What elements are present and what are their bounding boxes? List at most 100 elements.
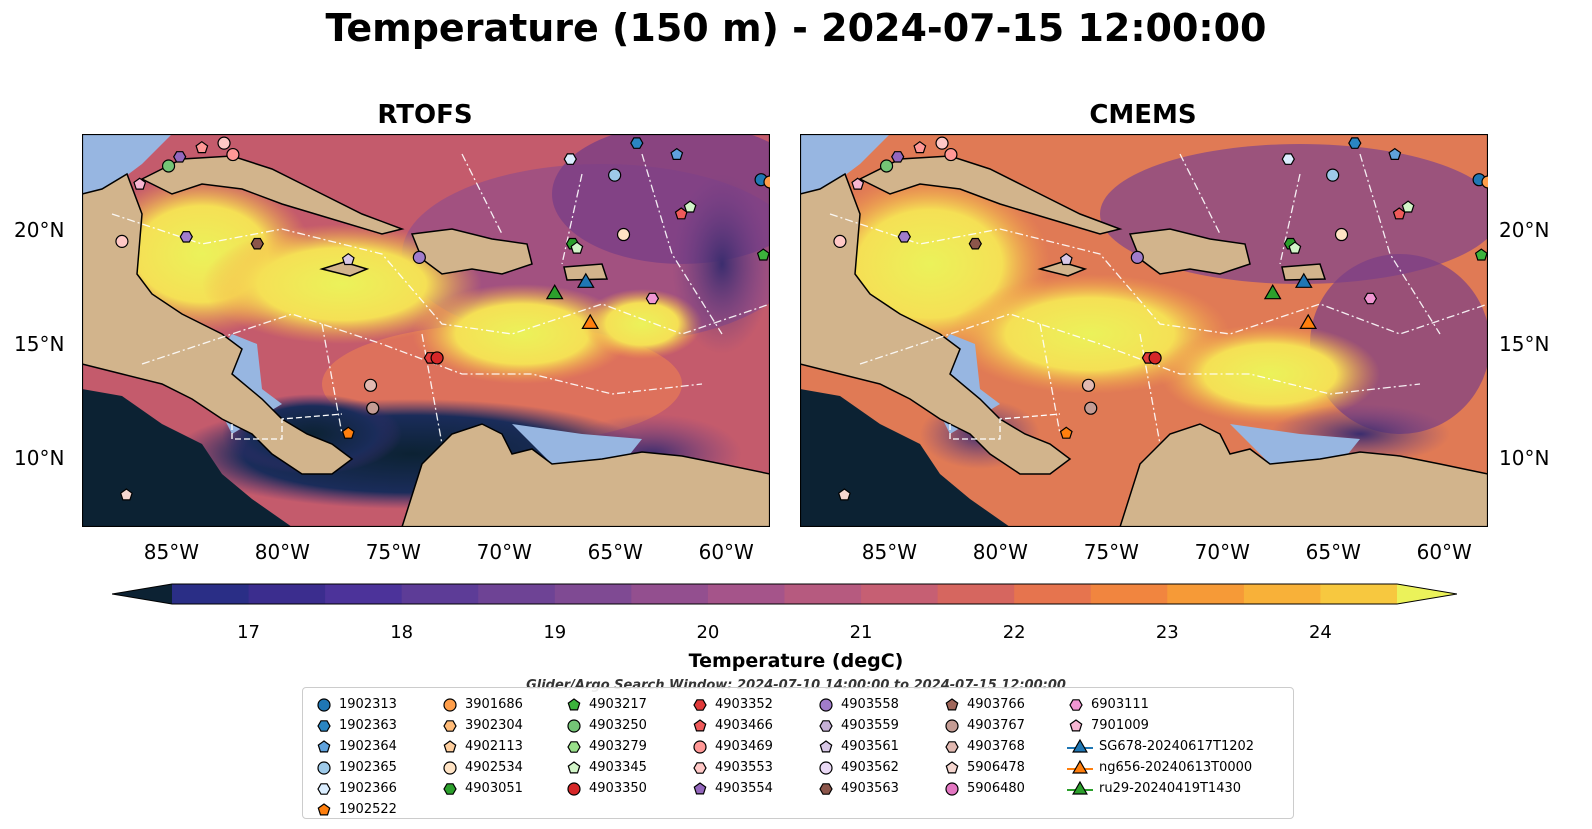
float-marker[interactable] [833, 234, 847, 248]
float-marker[interactable] [1148, 351, 1162, 365]
float-marker[interactable] [1059, 426, 1073, 439]
float-marker[interactable] [683, 200, 697, 213]
float-marker[interactable] [763, 175, 770, 189]
legend-marker-icon [317, 782, 331, 795]
legend-item: 3901686 [441, 694, 523, 715]
legend-item: 4903553 [691, 757, 773, 778]
legend-marker-icon [945, 697, 959, 710]
float-marker[interactable] [366, 401, 380, 415]
float-marker[interactable] [913, 140, 927, 154]
glider-marker[interactable] [576, 272, 595, 288]
float-marker[interactable] [570, 241, 584, 254]
float-marker[interactable] [195, 140, 209, 154]
legend-label: 4903350 [589, 781, 647, 796]
float-marker[interactable] [1363, 292, 1378, 305]
colorbar-tick-label: 24 [1308, 622, 1332, 643]
lat-tick-label-left: 10°N [14, 446, 65, 471]
legend-item: 4902534 [441, 757, 523, 778]
float-marker[interactable] [1481, 175, 1488, 189]
lon-tick-label: 70°W [1194, 540, 1250, 564]
float-marker[interactable] [630, 137, 644, 149]
float-marker[interactable] [608, 168, 622, 182]
colorbar-tick-label: 19 [543, 622, 567, 643]
glider-marker[interactable] [1294, 272, 1313, 288]
colorbar-tick-label: 22 [1002, 622, 1026, 643]
legend-item: 1902366 [315, 778, 397, 799]
legend-marker-icon [443, 760, 457, 775]
float-marker[interactable] [119, 488, 133, 501]
legend-item: 4903559 [817, 715, 899, 736]
float-marker[interactable] [1059, 252, 1073, 266]
lat-tick-label-right: 15°N [1499, 332, 1550, 357]
float-marker[interactable] [670, 147, 684, 160]
legend-label: 4902534 [465, 760, 523, 775]
legend-item: 4903352 [691, 694, 773, 715]
float-marker[interactable] [1388, 147, 1402, 160]
legend: 1902313 1902363 1902364 1902365 1902366 19025… [302, 687, 1294, 819]
float-marker[interactable] [341, 426, 355, 439]
float-marker[interactable] [341, 252, 355, 266]
float-marker[interactable] [1084, 401, 1098, 415]
legend-item: 1902364 [315, 736, 397, 757]
float-marker[interactable] [944, 147, 958, 162]
float-marker[interactable] [133, 177, 147, 190]
colorbar-bin [1014, 584, 1092, 604]
float-marker[interactable] [173, 151, 187, 163]
legend-marker-icon [317, 739, 331, 752]
float-marker[interactable] [1081, 378, 1096, 392]
float-marker[interactable] [250, 237, 264, 250]
legend-label: 4902113 [465, 739, 523, 754]
rtofs-map[interactable] [82, 134, 770, 527]
colorbar-bin [478, 584, 556, 604]
legend-item: 4903563 [817, 778, 899, 799]
float-marker[interactable] [179, 230, 193, 243]
float-marker[interactable] [616, 227, 631, 242]
float-marker[interactable] [645, 292, 660, 305]
legend-item: 4903350 [565, 778, 647, 799]
float-marker[interactable] [891, 151, 905, 163]
legend-marker-icon [1067, 759, 1093, 774]
float-marker[interactable] [837, 488, 851, 501]
float-marker[interactable] [115, 234, 129, 248]
float-marker[interactable] [226, 147, 240, 162]
float-marker[interactable] [1130, 250, 1144, 264]
float-marker[interactable] [412, 250, 426, 264]
float-marker[interactable] [879, 159, 894, 173]
float-marker[interactable] [1348, 137, 1362, 149]
float-marker[interactable] [1401, 200, 1415, 213]
glider-marker[interactable] [581, 313, 600, 329]
glider-marker[interactable] [545, 284, 564, 300]
legend-label: 1902366 [339, 781, 397, 796]
legend-label: 1902364 [339, 739, 397, 754]
glider-marker[interactable] [1263, 284, 1282, 300]
float-marker[interactable] [897, 230, 911, 243]
float-marker[interactable] [217, 136, 231, 150]
legend-item: 4903768 [943, 736, 1025, 757]
float-marker[interactable] [161, 159, 176, 173]
float-marker[interactable] [1334, 227, 1349, 242]
lon-tick-label: 60°W [698, 540, 754, 564]
legend-item: 5906478 [943, 757, 1025, 778]
float-marker[interactable] [1474, 248, 1488, 261]
float-marker[interactable] [935, 136, 949, 150]
colorbar-extend-low [112, 584, 172, 604]
float-marker[interactable] [851, 177, 865, 190]
legend-item: 4903051 [441, 778, 523, 799]
legend-marker-icon [317, 760, 331, 775]
float-marker[interactable] [1288, 241, 1302, 254]
legend-label: 4903279 [589, 739, 647, 754]
float-marker[interactable] [1281, 153, 1295, 165]
legend-marker-icon [567, 718, 581, 733]
colorbar-bin [1320, 584, 1398, 604]
lat-tick-label-right: 10°N [1499, 446, 1550, 471]
float-marker[interactable] [563, 153, 577, 165]
lat-tick-label-left: 15°N [14, 332, 65, 357]
cmems-map[interactable] [800, 134, 1488, 527]
colorbar-label: Temperature (degC) [688, 650, 904, 672]
float-marker[interactable] [756, 248, 770, 261]
float-marker[interactable] [430, 351, 444, 365]
float-marker[interactable] [363, 378, 378, 392]
float-marker[interactable] [1326, 168, 1340, 182]
glider-marker[interactable] [1299, 313, 1318, 329]
float-marker[interactable] [968, 237, 982, 250]
